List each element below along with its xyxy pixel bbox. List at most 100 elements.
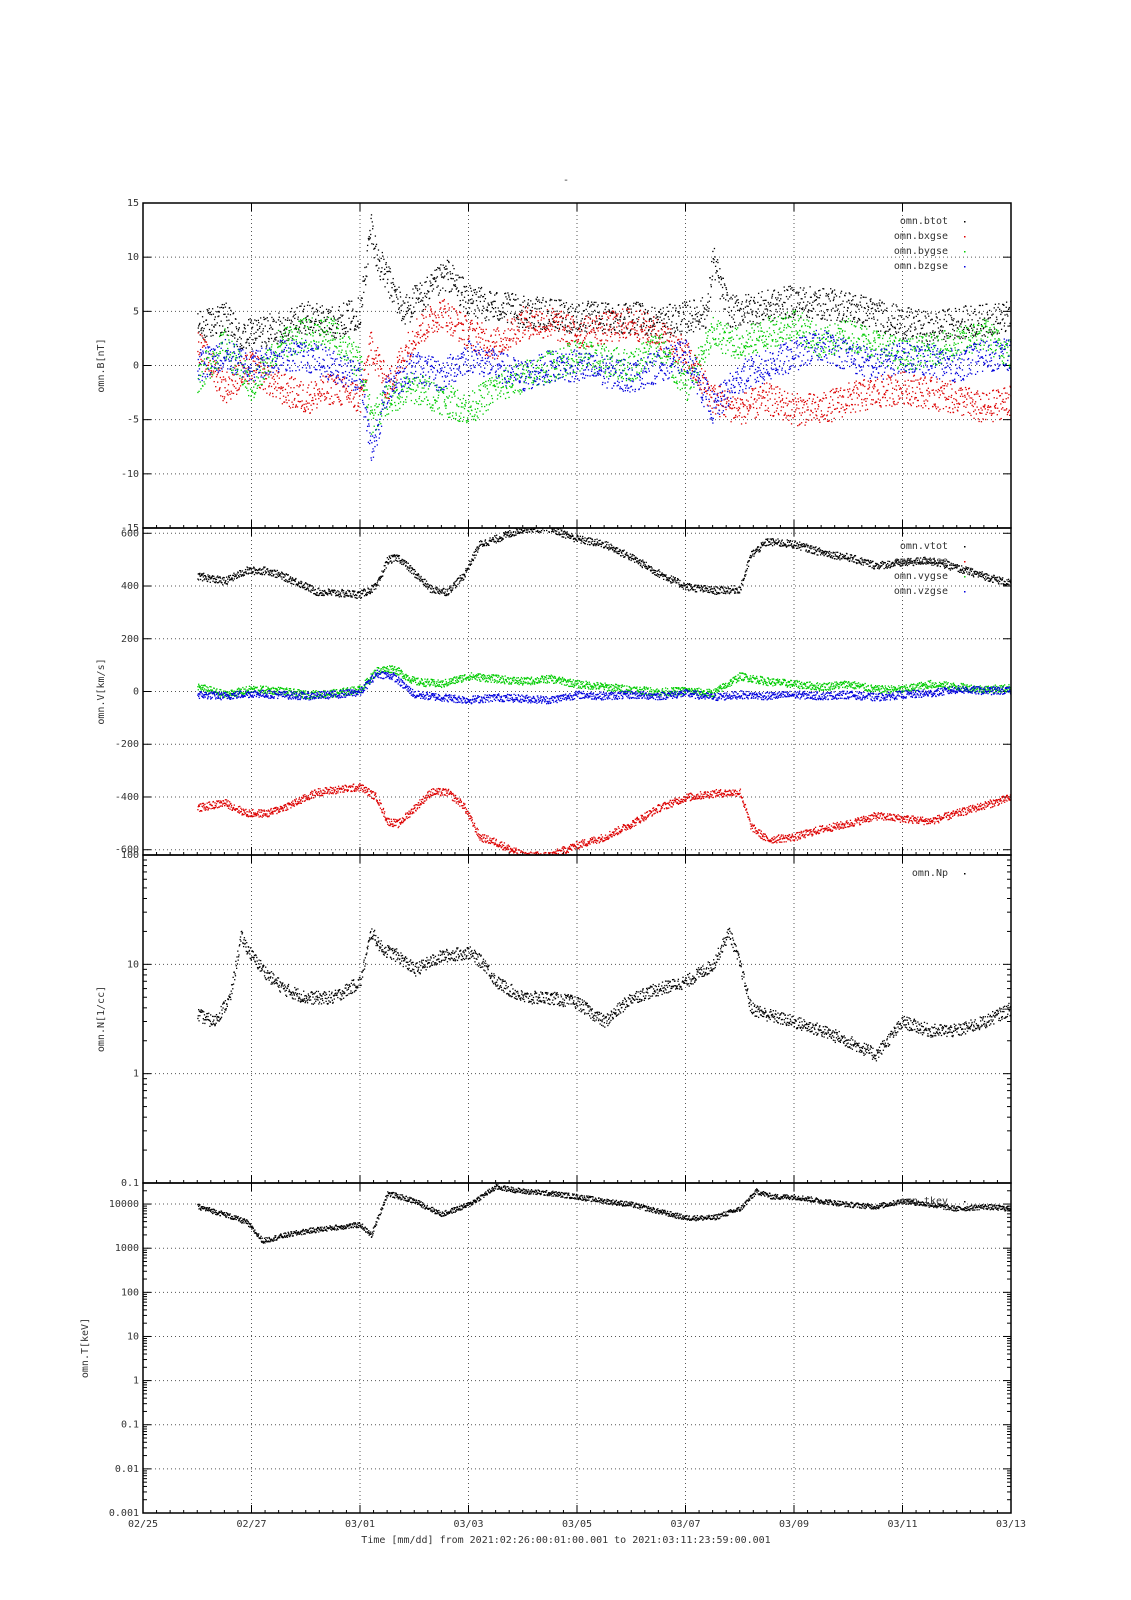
data-point bbox=[737, 409, 739, 412]
data-point bbox=[1105, 381, 1106, 382]
data-point bbox=[311, 397, 314, 399]
data-point bbox=[380, 271, 382, 273]
data-point bbox=[1066, 371, 1067, 372]
data-point bbox=[471, 298, 473, 300]
data-point bbox=[479, 341, 481, 344]
data-point bbox=[862, 322, 864, 324]
data-point bbox=[936, 317, 938, 319]
data-point bbox=[457, 274, 459, 276]
data-point bbox=[353, 315, 355, 317]
data-point bbox=[479, 300, 482, 303]
data-point bbox=[1105, 330, 1106, 331]
data-point bbox=[679, 330, 681, 333]
data-point bbox=[988, 317, 990, 319]
data-point bbox=[310, 321, 312, 323]
data-point bbox=[517, 322, 520, 324]
data-point bbox=[247, 338, 249, 341]
data-point bbox=[734, 398, 736, 400]
data-point bbox=[612, 312, 614, 314]
data-point bbox=[1115, 342, 1116, 343]
data-point bbox=[712, 258, 714, 260]
data-point bbox=[1099, 315, 1100, 316]
data-point bbox=[250, 354, 253, 356]
data-point bbox=[901, 397, 904, 399]
data-point bbox=[509, 299, 511, 301]
data-point bbox=[799, 397, 802, 399]
data-point bbox=[776, 407, 778, 409]
data-point bbox=[974, 409, 976, 411]
data-point bbox=[676, 339, 679, 341]
data-point bbox=[1024, 395, 1025, 396]
data-point bbox=[1017, 333, 1018, 334]
data-point bbox=[976, 330, 978, 333]
data-point bbox=[1125, 325, 1126, 326]
data-point bbox=[487, 309, 489, 312]
data-point bbox=[380, 368, 383, 370]
data-point bbox=[1116, 339, 1117, 340]
data-point bbox=[622, 336, 625, 339]
data-point bbox=[575, 336, 578, 338]
data-point bbox=[633, 333, 636, 336]
data-point bbox=[1033, 397, 1034, 398]
data-point bbox=[968, 331, 971, 334]
data-point bbox=[288, 338, 290, 340]
data-point bbox=[432, 319, 434, 322]
data-point bbox=[525, 305, 527, 308]
data-point bbox=[928, 407, 930, 410]
data-point bbox=[224, 378, 227, 380]
data-point bbox=[591, 313, 593, 315]
data-point bbox=[496, 314, 499, 317]
data-point bbox=[1100, 395, 1101, 396]
data-point bbox=[462, 299, 464, 301]
data-point bbox=[330, 318, 332, 320]
data-point bbox=[806, 304, 808, 306]
data-point bbox=[885, 391, 887, 393]
data-point bbox=[935, 389, 937, 392]
data-point bbox=[1091, 387, 1092, 388]
data-point bbox=[268, 327, 271, 330]
data-point bbox=[344, 333, 346, 335]
data-point bbox=[220, 381, 223, 383]
data-point bbox=[1022, 393, 1023, 394]
data-point bbox=[978, 304, 981, 307]
data-point bbox=[822, 397, 824, 399]
data-point bbox=[775, 297, 777, 299]
data-point bbox=[247, 367, 249, 369]
data-point bbox=[204, 341, 206, 343]
data-point bbox=[409, 358, 411, 360]
data-point bbox=[983, 392, 985, 395]
data-point bbox=[525, 317, 528, 320]
data-point bbox=[992, 389, 995, 391]
data-point bbox=[683, 368, 685, 371]
data-point bbox=[1109, 338, 1110, 339]
data-point bbox=[1067, 392, 1068, 393]
data-point bbox=[253, 370, 256, 372]
data-point bbox=[793, 288, 795, 291]
data-point bbox=[977, 418, 979, 420]
data-point bbox=[810, 410, 812, 412]
data-point bbox=[721, 277, 723, 279]
data-point bbox=[216, 390, 218, 392]
data-point bbox=[1058, 379, 1059, 380]
data-point bbox=[581, 318, 583, 320]
data-point bbox=[327, 373, 329, 376]
data-point bbox=[197, 313, 199, 315]
data-point bbox=[567, 312, 569, 314]
data-point bbox=[615, 313, 618, 316]
data-point bbox=[883, 331, 886, 333]
data-point bbox=[933, 403, 935, 405]
data-point bbox=[365, 381, 367, 384]
data-point bbox=[527, 307, 529, 309]
data-point bbox=[968, 395, 970, 397]
data-point bbox=[768, 317, 771, 320]
data-point bbox=[416, 336, 418, 338]
data-point bbox=[609, 314, 611, 317]
data-point bbox=[1036, 401, 1037, 402]
data-point bbox=[540, 317, 543, 319]
data-point bbox=[494, 300, 496, 303]
data-point bbox=[580, 334, 582, 336]
data-point bbox=[339, 332, 341, 335]
data-point bbox=[581, 342, 583, 345]
data-point bbox=[1042, 320, 1043, 321]
data-point bbox=[1044, 387, 1045, 388]
